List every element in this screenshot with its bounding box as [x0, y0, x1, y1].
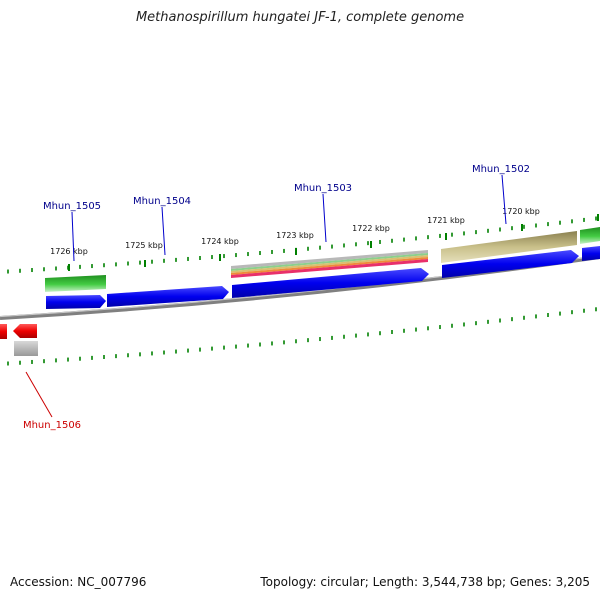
- scale-label-1724: 1724 kbp: [201, 237, 239, 246]
- leader-1506: [25, 371, 53, 418]
- gene-label-mhun-1503[interactable]: Mhun_1503: [294, 183, 352, 194]
- scale-label-1720: 1720 kbp: [502, 207, 540, 216]
- leader-1505: [71, 211, 75, 262]
- leader-1504: [161, 206, 166, 256]
- map-title: Methanospirillum hungatei JF-1, complete…: [135, 10, 465, 25]
- cds-reverse-partial[interactable]: [0, 324, 7, 339]
- gene-labels: Mhun_1505 Mhun_1504 Mhun_1503 Mhun_1502 …: [23, 164, 530, 431]
- scale-labels: 1726 kbp 1725 kbp 1724 kbp 1723 kbp 1722…: [50, 207, 540, 256]
- scale-label-1725: 1725 kbp: [125, 241, 163, 250]
- gene-label-mhun-1504[interactable]: Mhun_1504: [133, 196, 191, 207]
- feature-stripes-1503[interactable]: [231, 250, 428, 278]
- cds-mhun-1502[interactable]: [442, 250, 579, 278]
- cds-partial-edge[interactable]: [582, 246, 600, 261]
- upper-tick-track: [7, 216, 597, 274]
- cds-mhun-1503[interactable]: [232, 268, 429, 298]
- scale-label-1722: 1722 kbp: [352, 224, 390, 233]
- label-leaders: [25, 174, 507, 418]
- scale-major-ticks: [68, 214, 599, 271]
- gene-label-mhun-1502[interactable]: Mhun_1502: [472, 164, 530, 175]
- cds-mhun-1506[interactable]: [13, 324, 37, 338]
- scale-label-1723: 1723 kbp: [276, 231, 314, 240]
- genome-summary-text: Topology: circular; Length: 3,544,738 bp…: [260, 575, 590, 589]
- feature-track: [14, 227, 600, 356]
- reverse-cds-track: [0, 324, 37, 339]
- scale-label-1721: 1721 kbp: [427, 216, 465, 225]
- cds-mhun-1505[interactable]: [46, 295, 106, 309]
- feature-green-edge[interactable]: [580, 227, 600, 244]
- accession-text: Accession: NC_007796: [10, 575, 147, 589]
- leader-1502: [501, 174, 507, 225]
- lower-tick-track: [7, 307, 597, 366]
- cds-mhun-1504[interactable]: [107, 286, 229, 307]
- feature-green-1505[interactable]: [45, 275, 106, 292]
- gene-label-mhun-1505[interactable]: Mhun_1505: [43, 201, 101, 212]
- gene-label-mhun-1506[interactable]: Mhun_1506: [23, 420, 81, 431]
- feature-olive-1502[interactable]: [441, 231, 577, 263]
- feature-grey-1506[interactable]: [14, 341, 38, 356]
- scale-label-1726: 1726 kbp: [50, 247, 88, 256]
- forward-cds-track: [46, 246, 600, 309]
- leader-1503: [322, 193, 327, 243]
